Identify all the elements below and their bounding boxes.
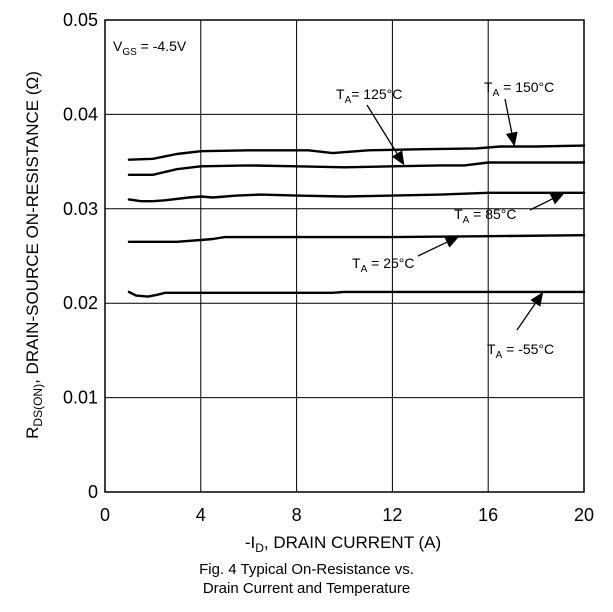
y-tick-label-4: 0.04 <box>63 104 98 124</box>
arrow-head-85c <box>549 192 565 205</box>
x-tick-label-2: 8 <box>292 505 302 525</box>
y-tick-label-2: 0.02 <box>63 293 98 313</box>
y-tick-labels: 0 0.01 0.02 0.03 0.04 0.05 <box>63 10 98 502</box>
x-tick-label-4: 16 <box>478 505 498 525</box>
x-tick-label-3: 12 <box>382 505 402 525</box>
arrow-head-125c <box>391 150 405 166</box>
caption-line-1: Fig. 4 Typical On-Resistance vs. <box>199 561 414 578</box>
series-line-1 <box>127 161 586 177</box>
y-tick-label-1: 0.01 <box>63 388 98 408</box>
chart: 0 4 8 12 16 20 0 0.01 0.02 0.03 0.04 0.05 VGS = -4… <box>23 10 594 555</box>
caption-line-2: Drain Current and Temperature <box>202 580 411 597</box>
series-line-0 <box>127 144 586 161</box>
series-line-3 <box>127 233 586 244</box>
arrow-head-25c <box>444 236 460 248</box>
arrow-head-minus55c <box>530 291 544 307</box>
y-tick-label-0: 0 <box>88 482 98 502</box>
series-line-2 <box>127 191 586 203</box>
arrow-line-150c <box>504 98 513 133</box>
series-group <box>127 144 586 298</box>
y-tick-label-3: 0.03 <box>63 199 98 219</box>
x-tick-label-5: 20 <box>574 505 594 525</box>
label-150c: TA = 150°C <box>484 79 554 99</box>
annotation-arrows <box>366 98 565 331</box>
x-axis-label: -ID, DRAIN CURRENT (A) <box>245 533 441 555</box>
arrow-head-150c <box>505 131 518 147</box>
y-tick-label-5: 0.05 <box>63 10 98 30</box>
y-axis-label: RDS(ON), DRAIN-SOURCE ON-RESISTANCE (Ω) <box>23 71 45 439</box>
label-85c: TA = 85°C <box>454 206 516 226</box>
arrow-line-minus55c <box>516 303 536 331</box>
x-tick-label-0: 0 <box>100 505 110 525</box>
x-tick-label-1: 4 <box>196 505 206 525</box>
plot-frame <box>104 19 585 493</box>
label-minus55c: TA = -55°C <box>487 341 554 361</box>
label-125c: TA= 125°C <box>336 86 402 106</box>
vgs-annotation: VGS = -4.5V <box>113 38 187 58</box>
arrow-line-125c <box>366 104 398 154</box>
series-line-4 <box>127 290 586 298</box>
arrow-line-85c <box>529 198 553 211</box>
arrow-line-25c <box>417 241 448 257</box>
label-25c: TA = 25°C <box>352 255 414 275</box>
x-tick-labels: 0 4 8 12 16 20 <box>100 505 594 525</box>
